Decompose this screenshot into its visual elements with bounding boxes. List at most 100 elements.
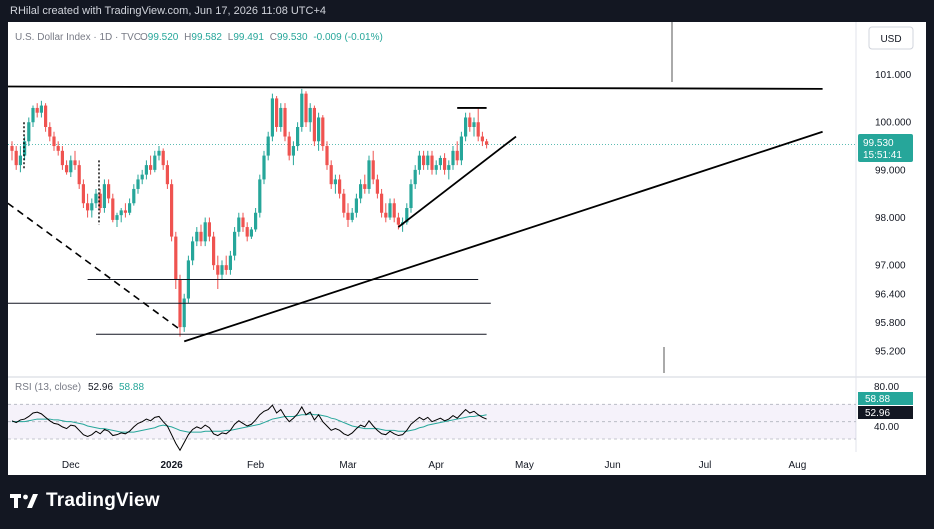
candle[interactable] <box>178 274 182 337</box>
rsi-pane[interactable] <box>8 403 856 452</box>
candle[interactable] <box>128 198 132 216</box>
candle[interactable] <box>409 179 413 213</box>
candle[interactable] <box>262 150 266 185</box>
candle[interactable] <box>438 155 442 170</box>
candle[interactable] <box>300 88 304 132</box>
candle[interactable] <box>48 122 52 142</box>
candle[interactable] <box>275 96 279 132</box>
candle[interactable] <box>90 198 94 218</box>
candle[interactable] <box>464 112 468 142</box>
candle[interactable] <box>451 146 455 170</box>
candle[interactable] <box>123 203 127 218</box>
candle[interactable] <box>342 188 346 218</box>
candle[interactable] <box>296 122 300 151</box>
candle[interactable] <box>182 293 186 332</box>
candle[interactable] <box>350 208 354 223</box>
candle[interactable] <box>384 203 388 223</box>
candle[interactable] <box>266 131 270 161</box>
candle[interactable] <box>447 160 451 180</box>
candle[interactable] <box>233 227 237 261</box>
candle[interactable] <box>455 141 459 166</box>
candle[interactable] <box>199 224 203 247</box>
candle[interactable] <box>480 131 484 147</box>
candle[interactable] <box>228 250 232 275</box>
candle[interactable] <box>144 160 148 180</box>
candle[interactable] <box>346 203 350 228</box>
candle[interactable] <box>430 150 434 175</box>
candle[interactable] <box>241 212 245 232</box>
candle[interactable] <box>119 208 123 223</box>
candle[interactable] <box>270 93 274 142</box>
candle[interactable] <box>283 103 287 142</box>
candle[interactable] <box>367 155 371 194</box>
candle[interactable] <box>317 112 321 151</box>
candle[interactable] <box>73 150 77 170</box>
tradingview-brand[interactable]: TradingView <box>10 490 160 512</box>
candle[interactable] <box>291 141 295 166</box>
candle[interactable] <box>459 131 463 166</box>
candle[interactable] <box>363 174 367 194</box>
drawings[interactable] <box>7 85 823 343</box>
candle[interactable] <box>39 100 43 118</box>
candle[interactable] <box>237 212 241 237</box>
candle[interactable] <box>321 115 325 151</box>
candle[interactable] <box>220 260 224 280</box>
candle[interactable] <box>216 255 220 289</box>
candle[interactable] <box>354 193 358 218</box>
candle[interactable] <box>56 141 60 156</box>
candle[interactable] <box>161 148 165 170</box>
candle[interactable] <box>392 198 396 223</box>
candle[interactable] <box>18 146 22 173</box>
candle[interactable] <box>98 188 102 213</box>
currency-box[interactable] <box>868 26 914 50</box>
candle[interactable] <box>245 222 249 242</box>
candle[interactable] <box>308 103 312 132</box>
candle[interactable] <box>191 236 195 266</box>
candle[interactable] <box>65 160 69 175</box>
candle[interactable] <box>23 136 27 161</box>
candle[interactable] <box>174 231 178 289</box>
candle[interactable] <box>31 105 35 127</box>
candle[interactable] <box>81 179 85 208</box>
candle[interactable] <box>333 174 337 194</box>
candle[interactable] <box>27 117 31 147</box>
candle[interactable] <box>35 103 39 118</box>
candle[interactable] <box>60 146 64 170</box>
candle[interactable] <box>86 193 90 218</box>
candle[interactable] <box>153 150 157 173</box>
candle[interactable] <box>312 105 316 147</box>
candle[interactable] <box>287 131 291 161</box>
candle[interactable] <box>304 91 308 127</box>
candle[interactable] <box>195 227 199 247</box>
candle[interactable] <box>170 179 174 242</box>
candle[interactable] <box>359 179 363 204</box>
candle[interactable] <box>102 179 106 213</box>
candle[interactable] <box>476 107 480 142</box>
candle[interactable] <box>329 160 333 189</box>
candle[interactable] <box>380 188 384 218</box>
candle[interactable] <box>203 217 207 247</box>
candle[interactable] <box>388 198 392 220</box>
candle[interactable] <box>422 150 426 170</box>
candle[interactable] <box>207 217 211 242</box>
candle[interactable] <box>434 160 438 175</box>
candle[interactable] <box>249 227 253 239</box>
trendline[interactable] <box>183 130 823 343</box>
candle[interactable] <box>132 184 136 206</box>
candle[interactable] <box>94 188 98 208</box>
candle[interactable] <box>258 174 262 218</box>
dashed-trendline[interactable] <box>7 202 181 331</box>
candle[interactable] <box>111 193 115 223</box>
candle[interactable] <box>254 208 258 232</box>
candle[interactable] <box>69 155 73 178</box>
candle[interactable] <box>472 117 476 137</box>
candle[interactable] <box>136 174 140 194</box>
candle[interactable] <box>52 131 56 151</box>
candle[interactable] <box>224 255 228 275</box>
candle[interactable] <box>371 150 375 185</box>
candle[interactable] <box>338 174 342 199</box>
candle[interactable] <box>468 112 472 132</box>
candle[interactable] <box>14 146 18 170</box>
rsi-line[interactable] <box>11 404 487 452</box>
candle[interactable] <box>77 160 81 189</box>
